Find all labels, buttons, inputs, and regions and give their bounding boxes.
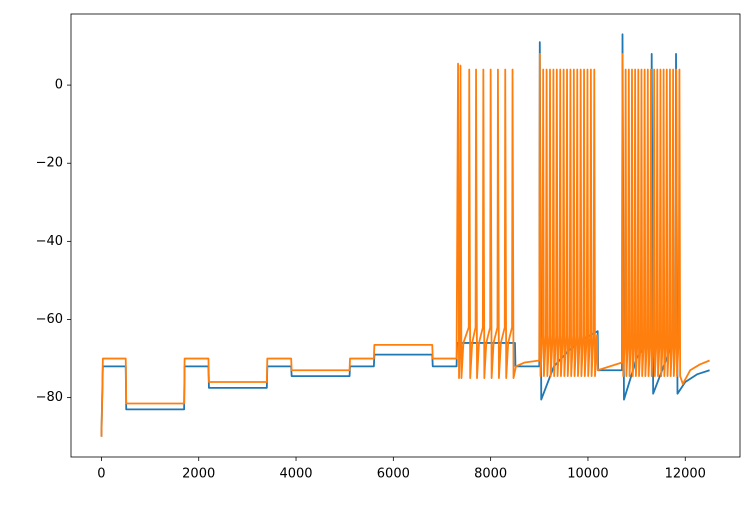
y-tick-label: −80 bbox=[36, 390, 63, 405]
x-tick-label: 8000 bbox=[474, 467, 507, 482]
series-line bbox=[100, 33, 710, 437]
x-tick-label: 12000 bbox=[665, 467, 706, 482]
x-tick-label: 4000 bbox=[279, 467, 312, 482]
x-tick-label: 2000 bbox=[182, 467, 215, 482]
x-tick-label: 0 bbox=[97, 467, 105, 482]
y-tick-label: −60 bbox=[36, 312, 63, 327]
plot-frame bbox=[70, 13, 741, 458]
series-line bbox=[100, 52, 710, 437]
y-tick-label: 0 bbox=[55, 78, 63, 93]
y-tick-label: −40 bbox=[36, 234, 63, 249]
x-tick-label: 10000 bbox=[567, 467, 608, 482]
x-tick-label: 6000 bbox=[377, 467, 410, 482]
y-tick-label: −20 bbox=[36, 156, 63, 171]
